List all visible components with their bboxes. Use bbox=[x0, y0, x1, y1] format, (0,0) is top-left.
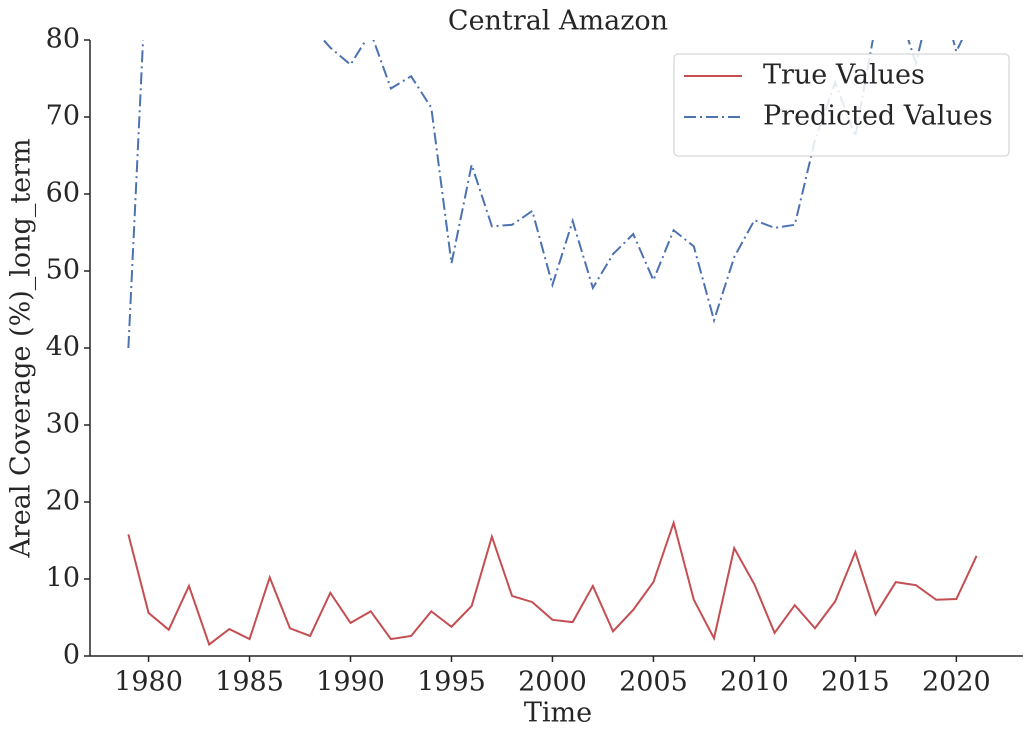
x-tick-label: 1985 bbox=[215, 667, 284, 698]
x-tick-label: 2005 bbox=[619, 667, 688, 698]
x-tick-label: 1990 bbox=[316, 667, 385, 698]
y-tick-label: 30 bbox=[46, 409, 80, 440]
x-tick-label: 2015 bbox=[821, 667, 890, 698]
legend-label: Predicted Values bbox=[763, 101, 993, 132]
y-tick-label: 40 bbox=[46, 332, 80, 363]
y-axis-label: Areal Coverage (%)_long_term bbox=[6, 138, 37, 558]
chart-title: Central Amazon bbox=[448, 6, 668, 37]
x-tick-label: 2020 bbox=[922, 667, 991, 698]
y-tick-label: 50 bbox=[46, 255, 80, 286]
series-line bbox=[127, 40, 963, 349]
x-tick-label: 1995 bbox=[417, 667, 486, 698]
y-tick-label: 70 bbox=[46, 101, 80, 132]
legend: True Values Predicted Values bbox=[673, 53, 1010, 157]
y-tick-label: 20 bbox=[46, 486, 80, 517]
x-tick-label: 2000 bbox=[518, 667, 587, 698]
series-line bbox=[127, 519, 978, 647]
y-tick-label: 0 bbox=[63, 640, 80, 671]
y-tick-label: 60 bbox=[46, 178, 80, 209]
legend-label: True Values bbox=[763, 60, 925, 91]
legend-box bbox=[673, 53, 1010, 157]
x-tick-label: 1980 bbox=[114, 667, 183, 698]
y-tick-label: 80 bbox=[46, 24, 80, 55]
x-axis-label: Time bbox=[524, 698, 592, 729]
x-tick-label: 2010 bbox=[720, 667, 789, 698]
y-tick-label: 10 bbox=[46, 563, 80, 594]
